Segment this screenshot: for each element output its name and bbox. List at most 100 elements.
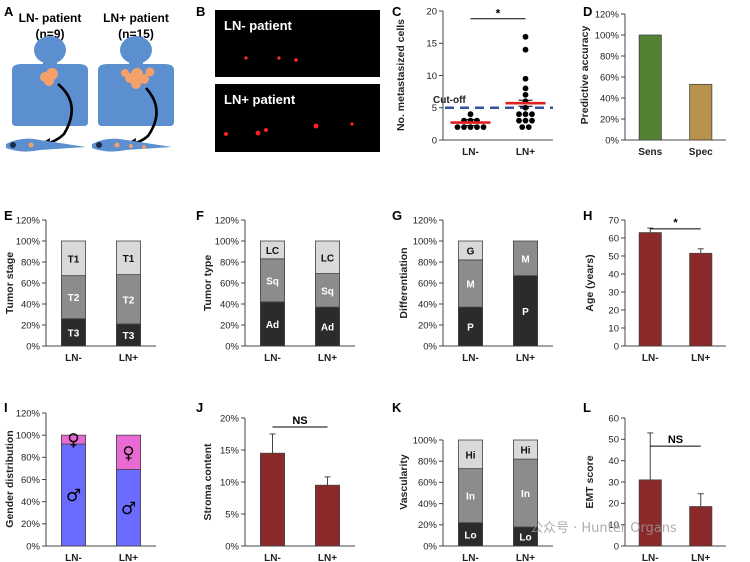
y-tick-label: 40 xyxy=(608,456,619,467)
y-tick-label: 20% xyxy=(21,519,41,530)
ln-pos-fluorescence-image xyxy=(215,84,380,152)
y-tick-label: 0 xyxy=(432,135,437,146)
y-tick-label: 15 xyxy=(426,39,437,50)
red-cell-spot xyxy=(313,123,319,129)
y-tick-label: 100% xyxy=(16,236,41,247)
ln-neg-image-label: LN- patient xyxy=(224,18,293,33)
y-axis-label: Vascularity xyxy=(398,454,410,510)
red-cell-spot xyxy=(350,122,354,126)
y-tick-label: 120% xyxy=(595,9,620,20)
y-tick-label: 0 xyxy=(614,341,619,352)
x-category-label: LN- xyxy=(462,147,479,158)
y-tick-label: 5% xyxy=(225,509,239,520)
segment-label: LC xyxy=(266,246,279,257)
panel-a: A LN- patient (n=9) LN+ patient (n=15) xyxy=(4,4,174,152)
segment-label: T2 xyxy=(68,293,80,304)
bar xyxy=(259,452,285,547)
panel-letter: J xyxy=(196,400,203,415)
ln-pos-body-silhouette-icon xyxy=(98,36,174,126)
x-category-label: LN- xyxy=(264,353,281,364)
data-point xyxy=(529,117,535,124)
panel-d-chart: D 0% 20% 40% 60% 80% 100% 120% Predictive accura… xyxy=(579,4,726,158)
panel-letter: H xyxy=(583,208,592,223)
red-cell-spot xyxy=(294,58,298,62)
bar xyxy=(314,484,340,547)
panel-j-chart: J 0% 5% 10% 15% 20% Stroma content LN- LN+ NS xyxy=(196,400,355,562)
panel-f-chart: F 0% 20% 40% 60% 80% 100% 120% Tumor type LN- LN+ A… xyxy=(196,208,355,364)
data-point xyxy=(474,124,480,130)
y-axis-label: Tumor type xyxy=(202,255,214,312)
y-tick-label: 20% xyxy=(21,320,41,331)
segment-label: T3 xyxy=(123,331,135,342)
x-category-label: LN- xyxy=(65,553,82,562)
y-tick-label: 5 xyxy=(432,103,437,114)
segment-label: Lo xyxy=(519,532,531,543)
segment-label: Lo xyxy=(464,530,476,541)
data-point xyxy=(480,124,487,130)
panel-c-chart: C 0 5 10 15 20 No. metastasized cells LN- LN+ Cut… xyxy=(392,4,553,158)
y-tick-label: 30 xyxy=(608,287,619,298)
segment-label: T1 xyxy=(68,254,80,265)
data-point xyxy=(529,111,535,118)
panel-letter: K xyxy=(392,400,402,415)
y-tick-label: 120% xyxy=(215,215,240,226)
x-category-label: LN+ xyxy=(691,353,710,364)
y-tick-label: 40% xyxy=(21,299,41,310)
y-tick-label: 60% xyxy=(220,278,240,289)
stacked-bar-segment xyxy=(457,259,483,308)
y-tick-label: 0% xyxy=(225,341,239,352)
segment-label: Hi xyxy=(521,446,531,457)
y-tick-label: 60% xyxy=(21,278,41,289)
stacked-bar-segment xyxy=(116,469,142,547)
stacked-bar-segment xyxy=(314,306,340,347)
panel-letter: F xyxy=(196,208,204,223)
x-category-label: LN- xyxy=(642,553,659,562)
panel-letter: E xyxy=(4,208,13,223)
y-axis-label: Tumor stage xyxy=(4,252,16,314)
y-tick-label: 0% xyxy=(605,135,619,146)
data-point xyxy=(522,117,529,124)
y-tick-label: 40% xyxy=(21,497,41,508)
panel-l-chart: L 0 10 20 30 40 50 60 EMT score LN- LN+ NS xyxy=(583,400,726,562)
data-point xyxy=(525,124,532,130)
segment-label: Sq xyxy=(266,276,279,287)
data-point xyxy=(467,111,474,118)
x-category-label: LN+ xyxy=(119,553,138,562)
red-cell-spot xyxy=(277,56,281,60)
cutoff-label: Cut-off xyxy=(433,95,466,106)
x-category-label: LN+ xyxy=(516,147,535,158)
segment-label: In xyxy=(466,492,475,503)
y-tick-label: 80% xyxy=(600,51,620,62)
x-category-label: LN+ xyxy=(318,553,337,562)
x-category-label: Spec xyxy=(689,147,713,158)
y-tick-label: 80% xyxy=(418,457,438,468)
significance-label: NS xyxy=(668,434,683,446)
x-category-label: LN- xyxy=(462,553,479,562)
y-tick-label: 50 xyxy=(608,435,619,446)
y-axis-label: EMT score xyxy=(584,455,596,508)
y-tick-label: 70 xyxy=(608,215,619,226)
panel-letter: C xyxy=(392,4,402,19)
y-tick-label: 100% xyxy=(413,236,438,247)
data-point xyxy=(522,111,529,118)
stacked-bar-segment xyxy=(61,434,87,445)
x-category-label: LN- xyxy=(462,353,479,364)
stacked-bar-segment xyxy=(259,240,285,260)
panel-letter: I xyxy=(4,400,8,415)
panel-letter: L xyxy=(583,400,591,415)
segment-label: ♀ xyxy=(67,431,79,451)
significance-label: * xyxy=(496,7,501,21)
panel-h-chart: H 0 10 20 30 40 50 60 70 Age (years) LN- LN+ * xyxy=(583,208,726,364)
y-tick-label: 15% xyxy=(220,445,240,456)
x-category-label: LN- xyxy=(642,353,659,364)
ln-neg-fluorescence-image xyxy=(215,10,380,77)
y-tick-label: 120% xyxy=(16,408,41,419)
data-point xyxy=(522,33,529,40)
stacked-bar-segment xyxy=(61,240,87,277)
y-tick-label: 20% xyxy=(220,413,240,424)
y-tick-label: 0 xyxy=(614,541,619,552)
y-tick-label: 80% xyxy=(21,257,41,268)
y-tick-label: 40% xyxy=(220,299,240,310)
segment-label: Ad xyxy=(266,320,279,331)
